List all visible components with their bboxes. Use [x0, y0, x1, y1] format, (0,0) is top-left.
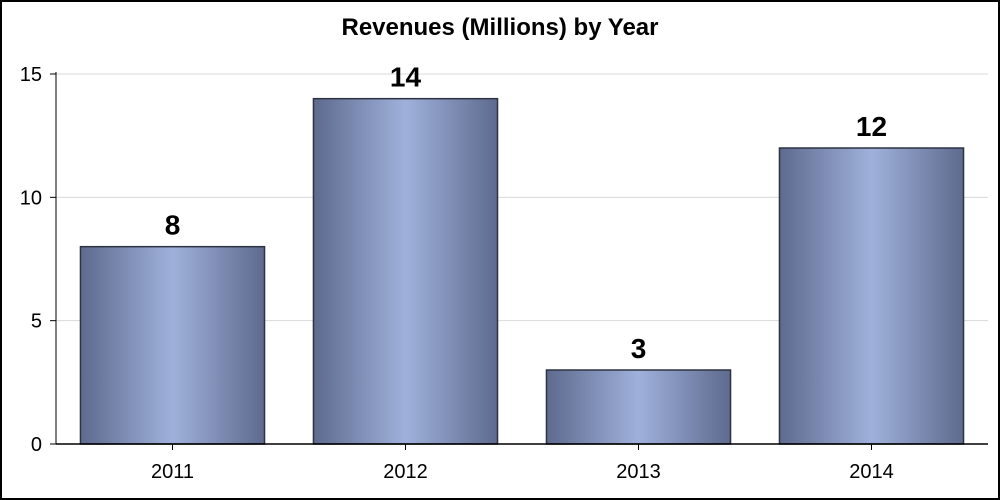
y-tick-label: 15 [20, 64, 42, 86]
bar-2014 [778, 147, 965, 445]
data-label-2012: 14 [390, 62, 422, 93]
y-tick-label: 10 [20, 187, 42, 209]
bars [79, 97, 965, 445]
axes [50, 72, 988, 450]
bar-2013 [545, 369, 732, 445]
x-tick-label-2011: 2011 [151, 461, 194, 483]
bar-2011 [79, 245, 266, 445]
bar-2012 [312, 97, 499, 445]
data-label-2011: 8 [165, 210, 181, 241]
x-tick-label-2013: 2013 [616, 461, 661, 483]
y-tick-label: 0 [31, 434, 42, 456]
data-label-2014: 12 [856, 111, 887, 142]
data-label-2013: 3 [631, 333, 647, 364]
y-tick-label: 5 [31, 311, 42, 333]
x-tick-label-2012: 2012 [383, 461, 428, 483]
x-tick-label-2014: 2014 [849, 461, 894, 483]
chart-title: Revenues (Millions) by Year [341, 14, 659, 41]
labels: 0 5 10 15 8 2011 14 2012 3 2013 12 2014 [20, 62, 894, 483]
